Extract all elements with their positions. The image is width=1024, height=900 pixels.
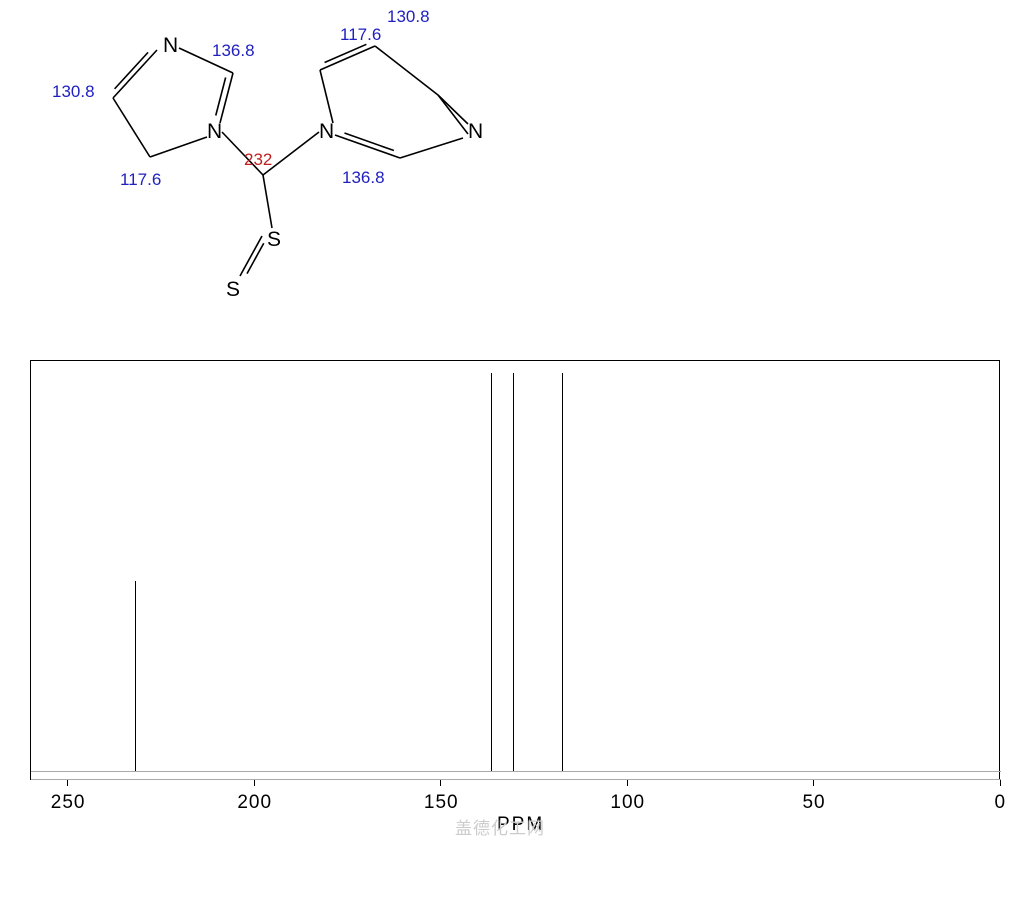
molecule-structure: N N N N S S 136.8 130.8 117.6 232 117.6 130.8 136.8: [40, 10, 520, 330]
atom-N_right_top: N: [468, 120, 483, 144]
baseline-lower: [31, 779, 1001, 780]
tick-150: [440, 780, 441, 786]
atom-N_left_mid: N: [207, 120, 222, 144]
tick-0: [1000, 780, 1001, 786]
atom-N_right_mid: N: [319, 120, 334, 144]
bonds-svg: [40, 10, 520, 330]
tick-label-0: 0: [995, 792, 1007, 814]
atom-N_left_top: N: [163, 34, 178, 58]
watermark-text: 盖德化工网: [455, 814, 545, 839]
tick-50: [813, 780, 814, 786]
shift-label-5: 130.8: [387, 7, 430, 27]
shift-label-2: 117.6: [120, 170, 161, 190]
tick-label-50: 50: [802, 792, 825, 814]
tick-label-100: 100: [610, 792, 645, 814]
tick-250: [67, 780, 68, 786]
shift-label-4: 117.6: [340, 25, 381, 45]
shift-label-1: 130.8: [52, 82, 95, 102]
tick-label-150: 150: [424, 792, 459, 814]
tick-200: [254, 780, 255, 786]
peak-117.6: [562, 373, 563, 771]
nmr-spectrum: 250200150100500 PPM 盖德化工网: [0, 350, 1024, 890]
tick-100: [627, 780, 628, 786]
plot-frame: [30, 360, 1000, 780]
peak-232: [135, 581, 136, 771]
tick-label-250: 250: [51, 792, 86, 814]
peak-130.8: [513, 373, 514, 771]
baseline-upper: [31, 771, 1001, 772]
shift-label-6: 136.8: [342, 168, 385, 188]
shift-label-3: 232: [244, 150, 272, 170]
atom-S_upper: S: [267, 228, 281, 252]
tick-label-200: 200: [237, 792, 272, 814]
peak-136.8: [491, 373, 492, 771]
atom-S_lower: S: [226, 278, 240, 302]
shift-label-0: 136.8: [212, 41, 255, 61]
